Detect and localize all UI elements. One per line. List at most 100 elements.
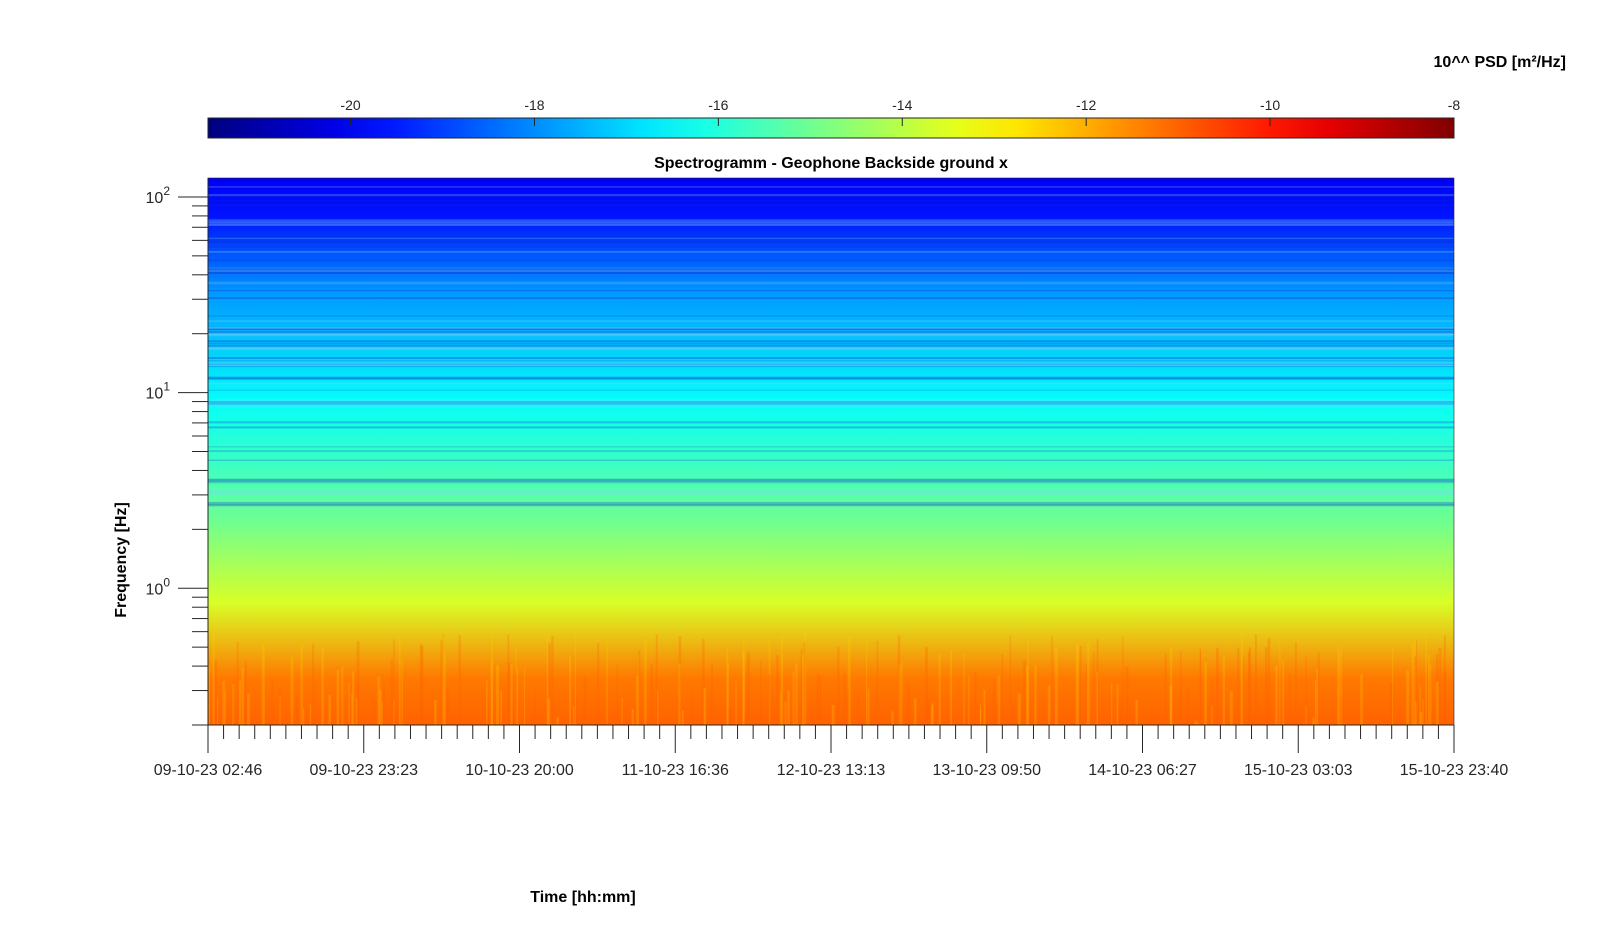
texture-band (208, 401, 1454, 403)
texture-stripe (637, 655, 640, 725)
texture-stripe (846, 689, 849, 725)
texture-band (208, 478, 1454, 482)
texture-stripe (779, 692, 782, 725)
texture-stripe (296, 693, 298, 725)
texture-stripe (800, 648, 803, 725)
texture-stripe (776, 655, 779, 725)
texture-band (208, 400, 1454, 403)
texture-stripe (225, 720, 228, 725)
texture-stripe (768, 639, 771, 725)
texture-stripe (857, 693, 859, 725)
texture-stripe (1248, 647, 1252, 725)
texture-band (208, 360, 1454, 362)
texture-stripe (979, 703, 981, 725)
texture-stripe (238, 680, 241, 725)
texture-stripe (352, 671, 355, 725)
x-tick-label: 12-10-23 13:13 (777, 762, 886, 779)
texture-stripe (636, 675, 639, 725)
texture-stripe (420, 645, 424, 725)
texture-stripe (1389, 681, 1393, 725)
texture-stripe (1435, 654, 1439, 725)
texture-stripe (1116, 684, 1119, 725)
texture-stripe (1169, 684, 1172, 725)
texture-band (208, 281, 1454, 285)
texture-band (208, 401, 1454, 405)
texture-stripe (507, 634, 510, 725)
texture-band (208, 195, 1454, 198)
texture-band (208, 376, 1454, 379)
texture-stripe (442, 633, 445, 725)
texture-stripe (746, 652, 750, 725)
texture-stripe (876, 641, 879, 725)
texture-stripe (393, 638, 395, 725)
texture-stripe (1390, 684, 1394, 725)
texture-stripe (1247, 651, 1251, 725)
texture-band (208, 377, 1454, 380)
texture-stripe (1265, 647, 1268, 725)
texture-stripe (1111, 682, 1113, 725)
texture-stripe (1051, 635, 1053, 725)
texture-stripe (515, 646, 517, 725)
texture-stripe (837, 646, 840, 725)
texture-stripe (500, 690, 503, 725)
colorbar-tick-label: -12 (1076, 97, 1096, 113)
texture-band (208, 450, 1454, 453)
texture-stripe (351, 693, 353, 725)
texture-band (208, 492, 1454, 496)
x-axis: 09-10-23 02:46 09-10-23 23:23 10-10-23 20:… (154, 724, 1508, 779)
texture-stripe (913, 698, 917, 725)
texture-stripe (656, 690, 659, 725)
texture-stripe (1199, 648, 1201, 725)
texture-stripe (1279, 643, 1281, 725)
texture-band (208, 346, 1454, 350)
texture-stripe (1337, 643, 1339, 725)
texture-stripe (1419, 711, 1423, 725)
texture-band (208, 402, 1454, 405)
texture-stripe (811, 708, 814, 725)
texture-stripe (1229, 691, 1233, 725)
texture-stripe (792, 671, 795, 725)
texture-band (208, 344, 1454, 347)
texture-stripe (1122, 635, 1124, 725)
texture-stripe (1025, 665, 1029, 725)
x-tick-label: 14-10-23 06:27 (1088, 762, 1197, 779)
texture-stripe (650, 664, 653, 725)
x-tick-label: 13-10-23 09:50 (932, 762, 1041, 779)
texture-stripe (1085, 722, 1088, 725)
texture-band (208, 333, 1454, 337)
texture-stripe (576, 695, 578, 725)
texture-stripe (726, 648, 729, 725)
texture-stripe (444, 654, 446, 725)
texture-stripe (374, 722, 378, 725)
texture-stripe (1001, 653, 1004, 725)
texture-stripe (947, 704, 949, 725)
texture-stripe (1237, 647, 1240, 725)
texture-stripe (341, 666, 344, 725)
texture-stripe (236, 641, 239, 725)
texture-stripe (208, 667, 211, 725)
texture-stripe (419, 644, 423, 725)
texture-band (208, 426, 1454, 429)
texture-stripe (401, 658, 403, 725)
texture-band (208, 220, 1454, 224)
texture-stripe (382, 685, 385, 725)
texture-stripe (1096, 639, 1099, 725)
texture-band (208, 199, 1454, 202)
texture-stripe (691, 690, 694, 725)
texture-band (208, 250, 1454, 253)
texture-stripe (1312, 717, 1315, 725)
texture-stripe (1427, 678, 1431, 725)
texture-stripe (711, 662, 713, 725)
texture-stripe (357, 683, 360, 725)
x-tick-label: 10-10-23 20:00 (465, 762, 574, 779)
texture-stripe (321, 647, 324, 725)
texture-band (208, 327, 1454, 329)
y-axis: 100 101 102 (146, 178, 209, 726)
texture-stripe (925, 647, 928, 725)
texture-stripe (231, 684, 235, 725)
texture-stripe (1027, 639, 1029, 725)
texture-stripe (1429, 664, 1432, 725)
texture-band (208, 405, 1454, 408)
texture-stripe (232, 680, 234, 725)
x-tick-label: 15-10-23 03:03 (1244, 762, 1353, 779)
